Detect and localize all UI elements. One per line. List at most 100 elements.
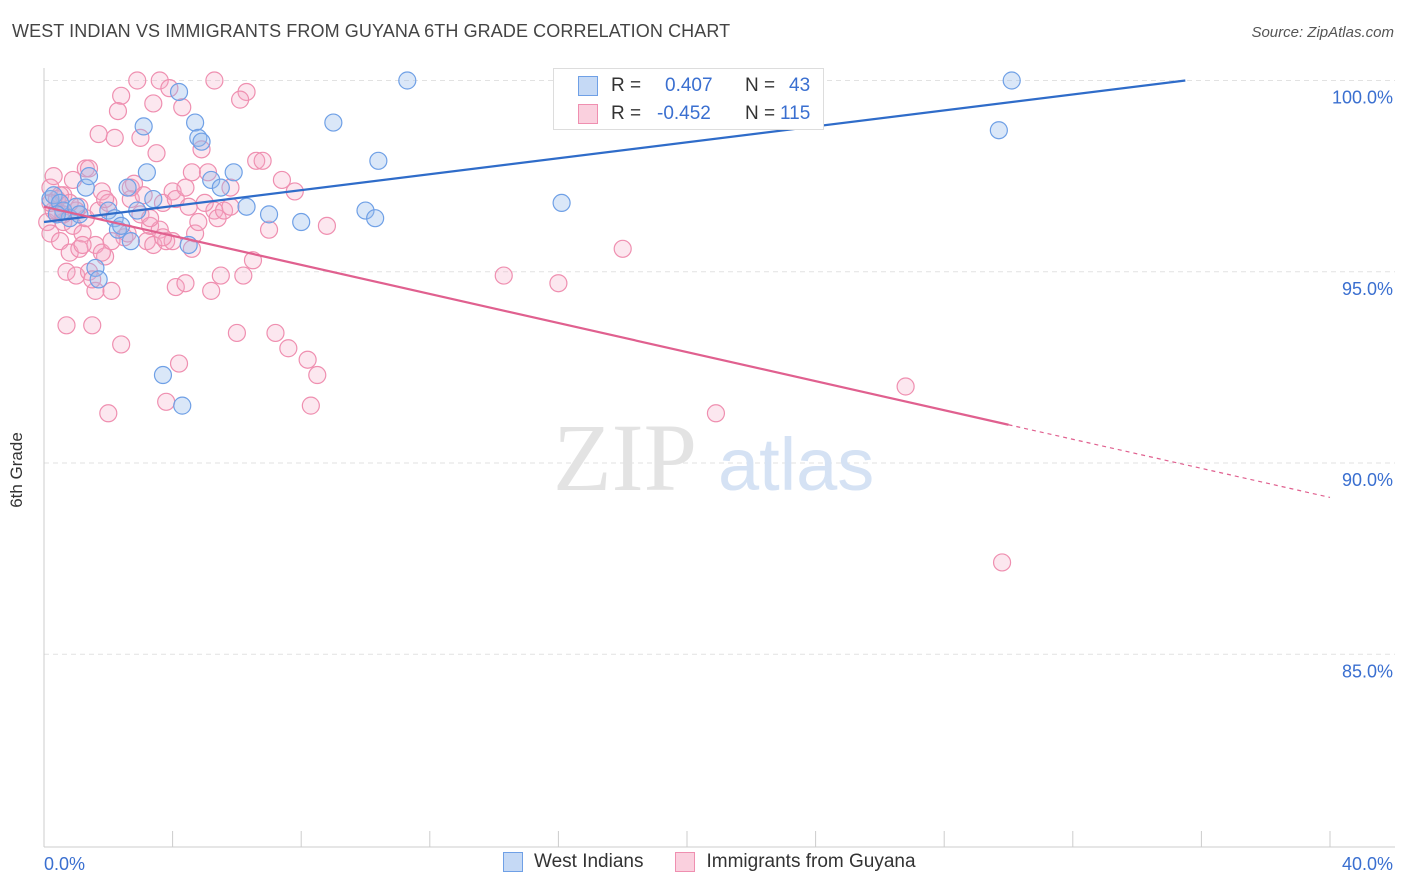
- point-west-indians: [173, 396, 192, 415]
- point-guyana: [494, 266, 513, 285]
- point-guyana: [173, 98, 192, 117]
- point-guyana: [706, 404, 726, 423]
- point-west-indians: [134, 117, 153, 136]
- point-guyana: [144, 94, 163, 113]
- point-guyana: [896, 377, 915, 396]
- point-guyana: [317, 216, 337, 235]
- point-guyana: [221, 197, 240, 216]
- trend-line-guyana: [43, 205, 1009, 426]
- point-guyana: [613, 239, 632, 258]
- legend-item-west-indians[interactable]: West Indians: [503, 851, 643, 873]
- point-guyana: [247, 151, 266, 170]
- legend-item-guyana[interactable]: Immigrants from Guyana: [675, 851, 916, 873]
- stats-legend: R = 0.407 N = 43 R = -0.452 N = 115: [553, 68, 824, 130]
- point-guyana: [102, 281, 121, 300]
- point-west-indians: [202, 170, 221, 190]
- point-west-indians: [76, 178, 95, 197]
- point-west-indians: [224, 163, 243, 182]
- trend-line-guyana-extension: [1008, 424, 1331, 499]
- point-west-indians: [1002, 71, 1021, 90]
- point-guyana: [272, 170, 292, 190]
- point-guyana: [189, 212, 208, 232]
- point-guyana: [44, 167, 63, 186]
- point-guyana: [308, 365, 327, 385]
- point-guyana: [57, 316, 76, 335]
- point-guyana: [992, 553, 1012, 572]
- point-west-indians: [211, 178, 230, 197]
- point-west-indians: [292, 212, 311, 232]
- gridlines: [44, 80, 1395, 655]
- point-guyana: [79, 159, 99, 178]
- point-guyana: [166, 277, 185, 297]
- legend-swatch-guyana: [675, 852, 696, 872]
- legend-r-label: R =: [611, 75, 642, 96]
- series-guyana-points: [38, 71, 1012, 572]
- y-tick-label: 85.0%: [1342, 661, 1393, 681]
- y-tick-label: 90.0%: [1342, 470, 1393, 490]
- legend-n-value: 43: [789, 75, 811, 96]
- point-west-indians: [366, 209, 385, 228]
- point-west-indians: [989, 121, 1008, 140]
- point-guyana: [95, 189, 115, 209]
- point-guyana: [131, 128, 150, 147]
- legend-row-west-indians: R = 0.407 N = 43: [554, 72, 810, 100]
- legend-n-value: 115: [780, 103, 811, 124]
- point-guyana: [176, 274, 195, 293]
- legend-swatch-guyana: [578, 104, 598, 124]
- point-west-indians: [237, 197, 256, 216]
- legend-r-value: -0.452: [657, 103, 711, 124]
- y-tick-labels: 85.0% 90.0% 95.0% 100.0%: [1332, 88, 1393, 682]
- point-west-indians: [192, 132, 211, 151]
- source-label: Source: ZipAtlas.com: [1251, 24, 1394, 41]
- point-west-indians: [121, 232, 140, 251]
- point-guyana: [160, 79, 179, 98]
- point-guyana: [108, 101, 128, 121]
- point-west-indians: [137, 163, 156, 182]
- point-guyana: [112, 335, 131, 354]
- point-guyana: [112, 86, 131, 105]
- point-guyana: [157, 392, 176, 411]
- series-legend: West Indians Immigrants from Guyana: [503, 851, 948, 873]
- point-guyana: [73, 235, 92, 255]
- point-guyana: [89, 124, 108, 144]
- point-guyana: [128, 71, 147, 90]
- x-tick-label: 40.0%: [1342, 854, 1393, 874]
- point-guyana: [102, 232, 121, 251]
- point-west-indians: [169, 82, 189, 102]
- chart-title: WEST INDIAN VS IMMIGRANTS FROM GUYANA 6T…: [12, 21, 731, 41]
- x-tick-labels: 0.0% 40.0%: [44, 854, 1393, 874]
- point-west-indians: [79, 167, 99, 186]
- point-guyana: [301, 396, 320, 415]
- point-guyana: [150, 71, 169, 90]
- point-guyana: [234, 266, 253, 285]
- point-guyana: [147, 144, 166, 163]
- point-guyana: [259, 220, 279, 239]
- point-west-indians: [118, 178, 137, 197]
- legend-n-label: N =: [745, 103, 776, 124]
- point-guyana: [298, 350, 317, 369]
- point-guyana: [83, 316, 102, 335]
- point-west-indians: [259, 205, 279, 224]
- point-guyana: [192, 140, 211, 159]
- point-west-indians: [356, 201, 375, 220]
- point-guyana: [105, 128, 124, 147]
- point-guyana: [182, 163, 201, 182]
- legend-swatch-west-indians: [578, 76, 598, 96]
- point-west-indians: [369, 151, 388, 170]
- watermark-zip: ZIP: [553, 404, 697, 511]
- point-guyana: [231, 90, 250, 109]
- point-guyana: [83, 270, 102, 289]
- point-guyana: [266, 323, 285, 343]
- point-west-indians: [153, 365, 173, 385]
- trend-lines: [43, 79, 1331, 499]
- point-guyana: [205, 71, 224, 90]
- point-guyana: [41, 224, 60, 243]
- point-guyana: [169, 354, 189, 373]
- legend-label-west-indians: West Indians: [534, 851, 644, 872]
- legend-r-value: 0.407: [665, 75, 713, 96]
- point-west-indians: [398, 71, 417, 90]
- point-west-indians: [86, 258, 105, 278]
- x-tick-label: 0.0%: [44, 854, 85, 874]
- watermark-atlas: atlas: [718, 423, 874, 506]
